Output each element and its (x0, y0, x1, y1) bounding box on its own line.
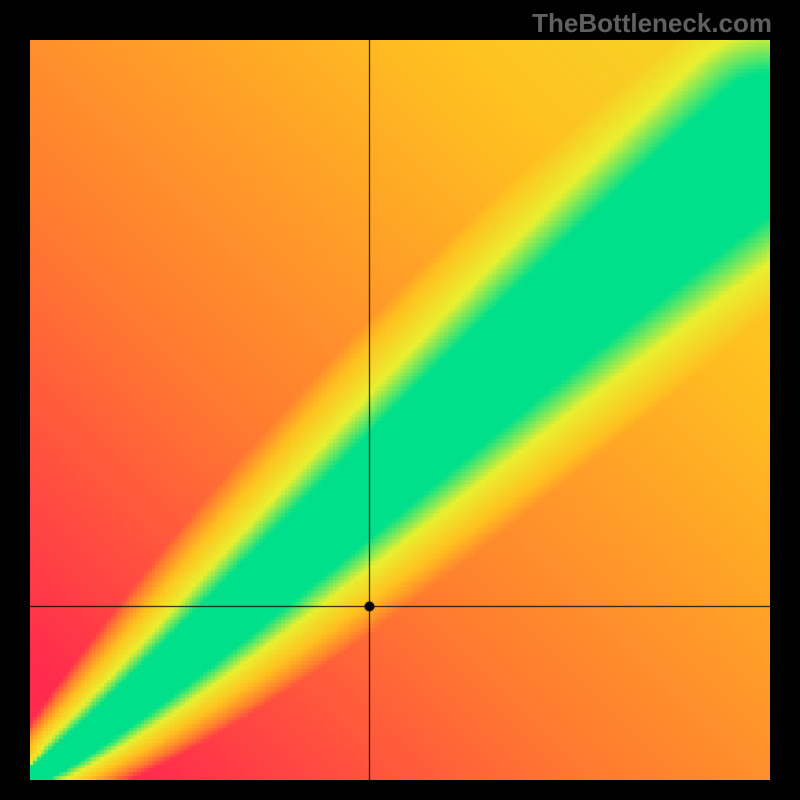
chart-container: TheBottleneck.com (0, 0, 800, 800)
bottleneck-heatmap (30, 40, 770, 780)
watermark-text: TheBottleneck.com (532, 8, 772, 39)
